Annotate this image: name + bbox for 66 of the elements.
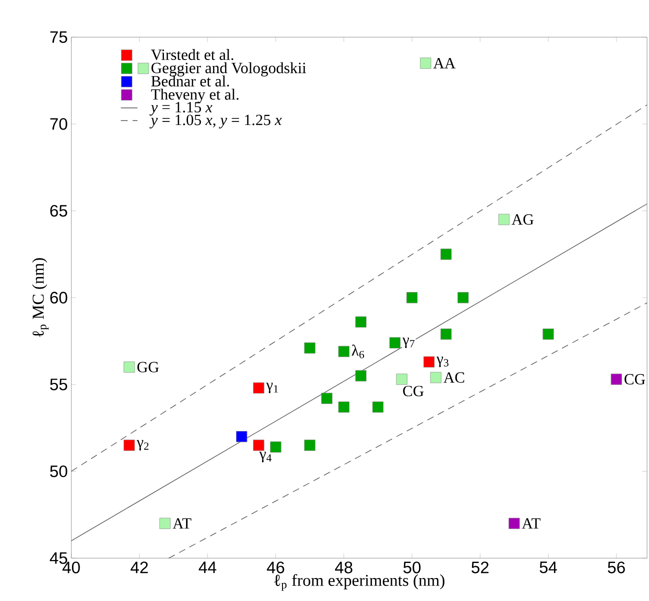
- point: [304, 342, 316, 354]
- annotation: AG: [512, 214, 534, 225]
- y-tick-label: 55: [50, 378, 68, 390]
- point: [124, 361, 135, 373]
- point: [159, 518, 171, 529]
- annotation: λ$_{6}$: [352, 344, 364, 358]
- legend-label: Geggier and Vologodskii: [151, 62, 306, 76]
- point: [423, 356, 435, 368]
- point: [396, 374, 408, 385]
- legend-label: y = 1.15 x: [150, 102, 212, 116]
- annotation: γ$_{7}$: [402, 337, 414, 348]
- y-tick-label: 60: [50, 292, 68, 304]
- point: [542, 328, 554, 340]
- y-tick-label: 50: [50, 465, 68, 478]
- annotation: AT: [172, 518, 192, 528]
- x-axis-title: ℓ$_{p}$ from experiments (nm): [274, 574, 444, 591]
- annotation: γ$_{3}$: [436, 356, 448, 368]
- point: [236, 430, 248, 442]
- x-tick-label: 56: [608, 562, 625, 574]
- point: [253, 440, 264, 451]
- legend-label: Theveny et al.: [151, 88, 238, 103]
- point: [338, 401, 350, 413]
- annotation: γ$_{4}$: [259, 452, 272, 462]
- x-tick-label: 46: [266, 562, 284, 574]
- annotation: AA: [433, 58, 456, 68]
- point: [458, 292, 469, 304]
- point: [372, 401, 384, 413]
- annotation: GG: [137, 362, 159, 372]
- x-tick-label: 48: [335, 562, 352, 574]
- point: [355, 316, 366, 328]
- y-tick-label: 45: [50, 552, 68, 564]
- point: [498, 214, 510, 225]
- point: [253, 382, 264, 394]
- annotation: AC: [444, 372, 464, 383]
- point: [420, 58, 432, 69]
- x-tick-label: 44: [198, 562, 216, 573]
- x-tick-label: 52: [472, 562, 488, 574]
- annotation: AT: [522, 518, 541, 528]
- y-axis-title: ℓ$_{p}$ MC (nm): [32, 258, 49, 337]
- point: [508, 518, 520, 529]
- point: [304, 440, 316, 451]
- annotation: γ$_{1}$: [266, 382, 278, 394]
- annotation: γ$_{2}$: [136, 440, 148, 450]
- x-tick-label: 54: [540, 562, 557, 574]
- point: [338, 346, 350, 357]
- x-tick-label: 50: [403, 562, 421, 574]
- legend-label: Bednar et al.: [151, 75, 229, 86]
- legend-label: Virstedt et al.: [150, 48, 234, 60]
- point: [406, 292, 418, 304]
- annotation: CG: [403, 386, 424, 396]
- point: [430, 372, 442, 384]
- point: [355, 370, 366, 382]
- y-tick-label: 75: [50, 31, 68, 43]
- x-tick-label: 40: [62, 562, 80, 574]
- point: [440, 328, 452, 340]
- annotation: CG: [624, 374, 646, 384]
- point: [440, 248, 452, 260]
- y-tick-label: 65: [50, 204, 68, 217]
- point: [124, 440, 135, 451]
- point: [270, 441, 282, 452]
- legend-label: y = 1.05 x, y = 1.25 x: [150, 114, 282, 128]
- point: [610, 374, 622, 385]
- x-tick-label: 42: [130, 562, 148, 574]
- point: [389, 337, 401, 348]
- point: [321, 392, 332, 404]
- y-tick-label: 70: [50, 118, 68, 130]
